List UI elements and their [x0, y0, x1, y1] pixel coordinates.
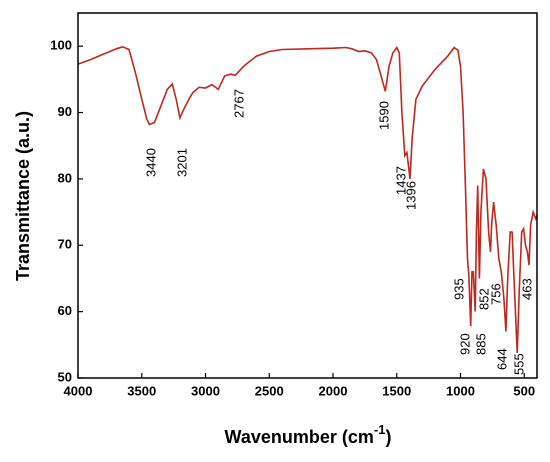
peak-label: 756 — [488, 283, 503, 305]
x-tick-label: 3500 — [127, 383, 156, 398]
peak-label: 3440 — [143, 148, 158, 177]
peak-label: 1396 — [403, 181, 418, 210]
peak-label: 885 — [473, 333, 488, 355]
y-tick-label: 70 — [58, 237, 72, 252]
x-tick-label: 1000 — [446, 383, 475, 398]
peak-label: 920 — [457, 333, 472, 355]
y-tick-label: 80 — [58, 170, 72, 185]
peak-label: 1437 — [393, 166, 408, 195]
x-tick-label: 2000 — [319, 383, 348, 398]
y-tick-label: 50 — [58, 369, 72, 384]
peak-label: 852 — [476, 288, 491, 310]
peak-label: 555 — [511, 353, 526, 375]
y-axis-label: Transmittance (a.u.) — [13, 111, 33, 281]
x-axis-label: Wavenumber (cm-1) — [225, 422, 392, 446]
peak-label: 3201 — [174, 148, 189, 177]
y-tick-label: 90 — [58, 104, 72, 119]
y-tick-label: 100 — [50, 38, 72, 53]
plot-frame — [77, 12, 538, 379]
peak-label: 2767 — [231, 89, 246, 118]
spectrum-line — [77, 45, 538, 353]
x-tick-label: 4000 — [64, 383, 93, 398]
x-tick-label: 500 — [513, 383, 535, 398]
x-tick-label: 2500 — [255, 383, 284, 398]
x-tick-label: 3000 — [191, 383, 220, 398]
x-tick-label: 1500 — [382, 383, 411, 398]
y-tick-label: 60 — [58, 303, 72, 318]
peak-label: 1590 — [376, 101, 391, 130]
peak-label: 463 — [519, 278, 534, 300]
peak-label: 935 — [451, 278, 466, 300]
peak-label: 644 — [494, 348, 509, 370]
